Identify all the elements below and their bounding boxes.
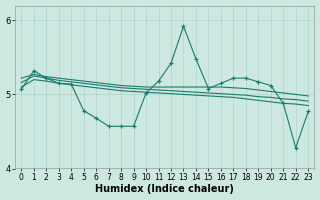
X-axis label: Humidex (Indice chaleur): Humidex (Indice chaleur) xyxy=(95,184,234,194)
